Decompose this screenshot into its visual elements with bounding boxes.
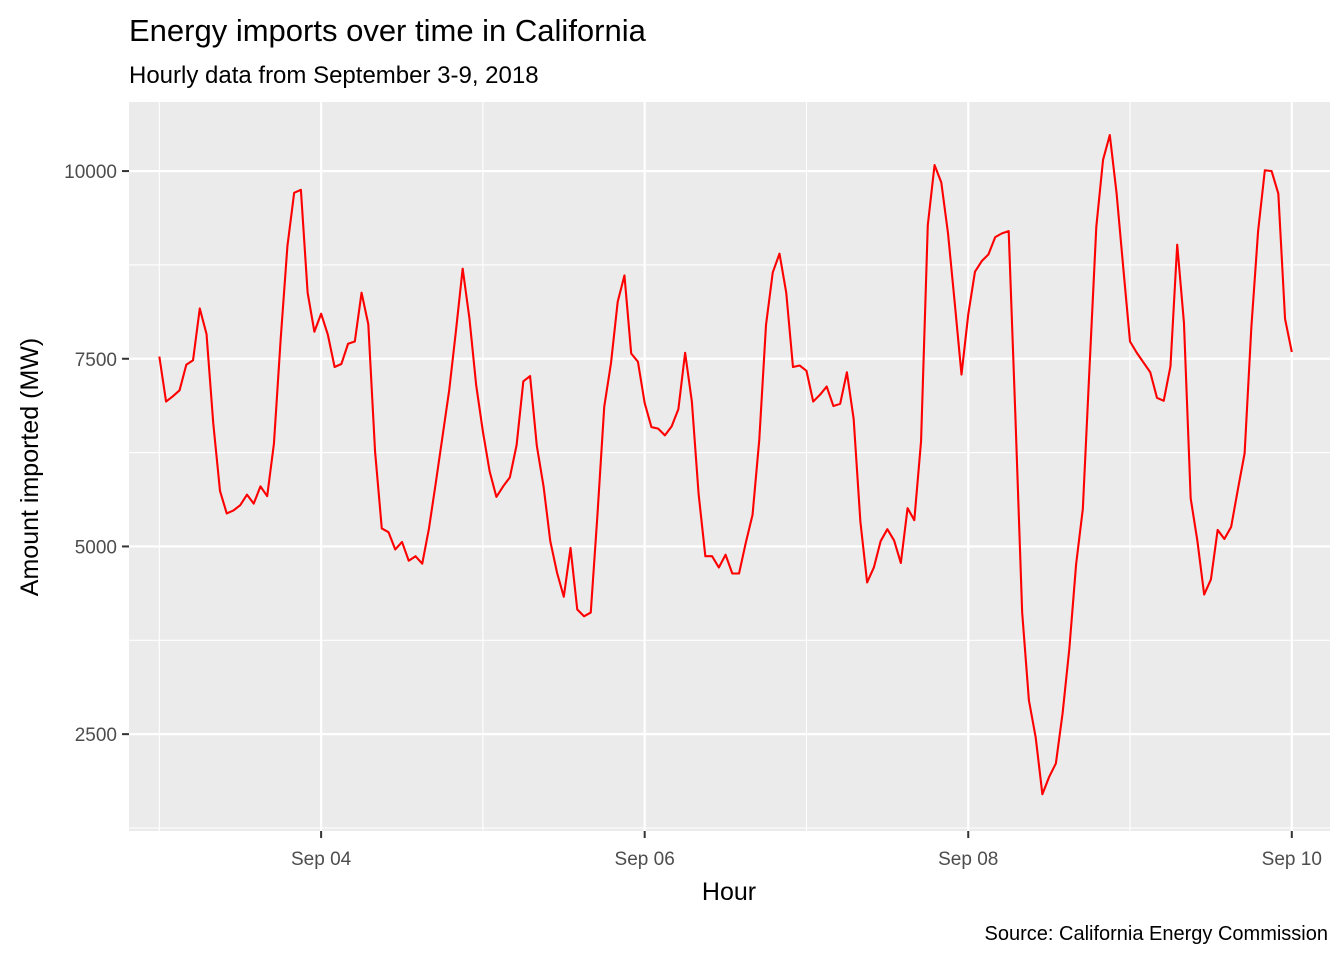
y-tick-label: 7500: [75, 350, 117, 371]
y-tick-label: 2500: [75, 725, 117, 746]
y-axis: 2500 5000 7500 10000: [64, 162, 129, 746]
minor-gridlines: [129, 102, 1330, 831]
x-tick-label: Sep 06: [615, 849, 675, 870]
x-tick-label: Sep 08: [938, 849, 998, 870]
y-tick-label: 10000: [64, 162, 117, 183]
chart-title: Energy imports over time in California: [129, 13, 647, 48]
y-axis-title: Amount imported (MW): [16, 338, 44, 596]
series-layer: [158, 133, 1293, 796]
major-gridlines: [129, 102, 1330, 831]
x-axis-title: Hour: [702, 878, 756, 906]
x-tick-label: Sep 04: [291, 849, 352, 870]
series-line: [158, 133, 1293, 796]
plot-panel: [129, 102, 1330, 831]
y-tick-label: 5000: [75, 537, 117, 558]
x-tick-label: Sep 10: [1262, 849, 1322, 870]
chart-caption: Source: California Energy Commission: [985, 923, 1328, 945]
chart-subtitle: Hourly data from September 3-9, 2018: [129, 62, 539, 89]
x-axis: Sep 04 Sep 06 Sep 08 Sep 10: [291, 831, 1322, 870]
